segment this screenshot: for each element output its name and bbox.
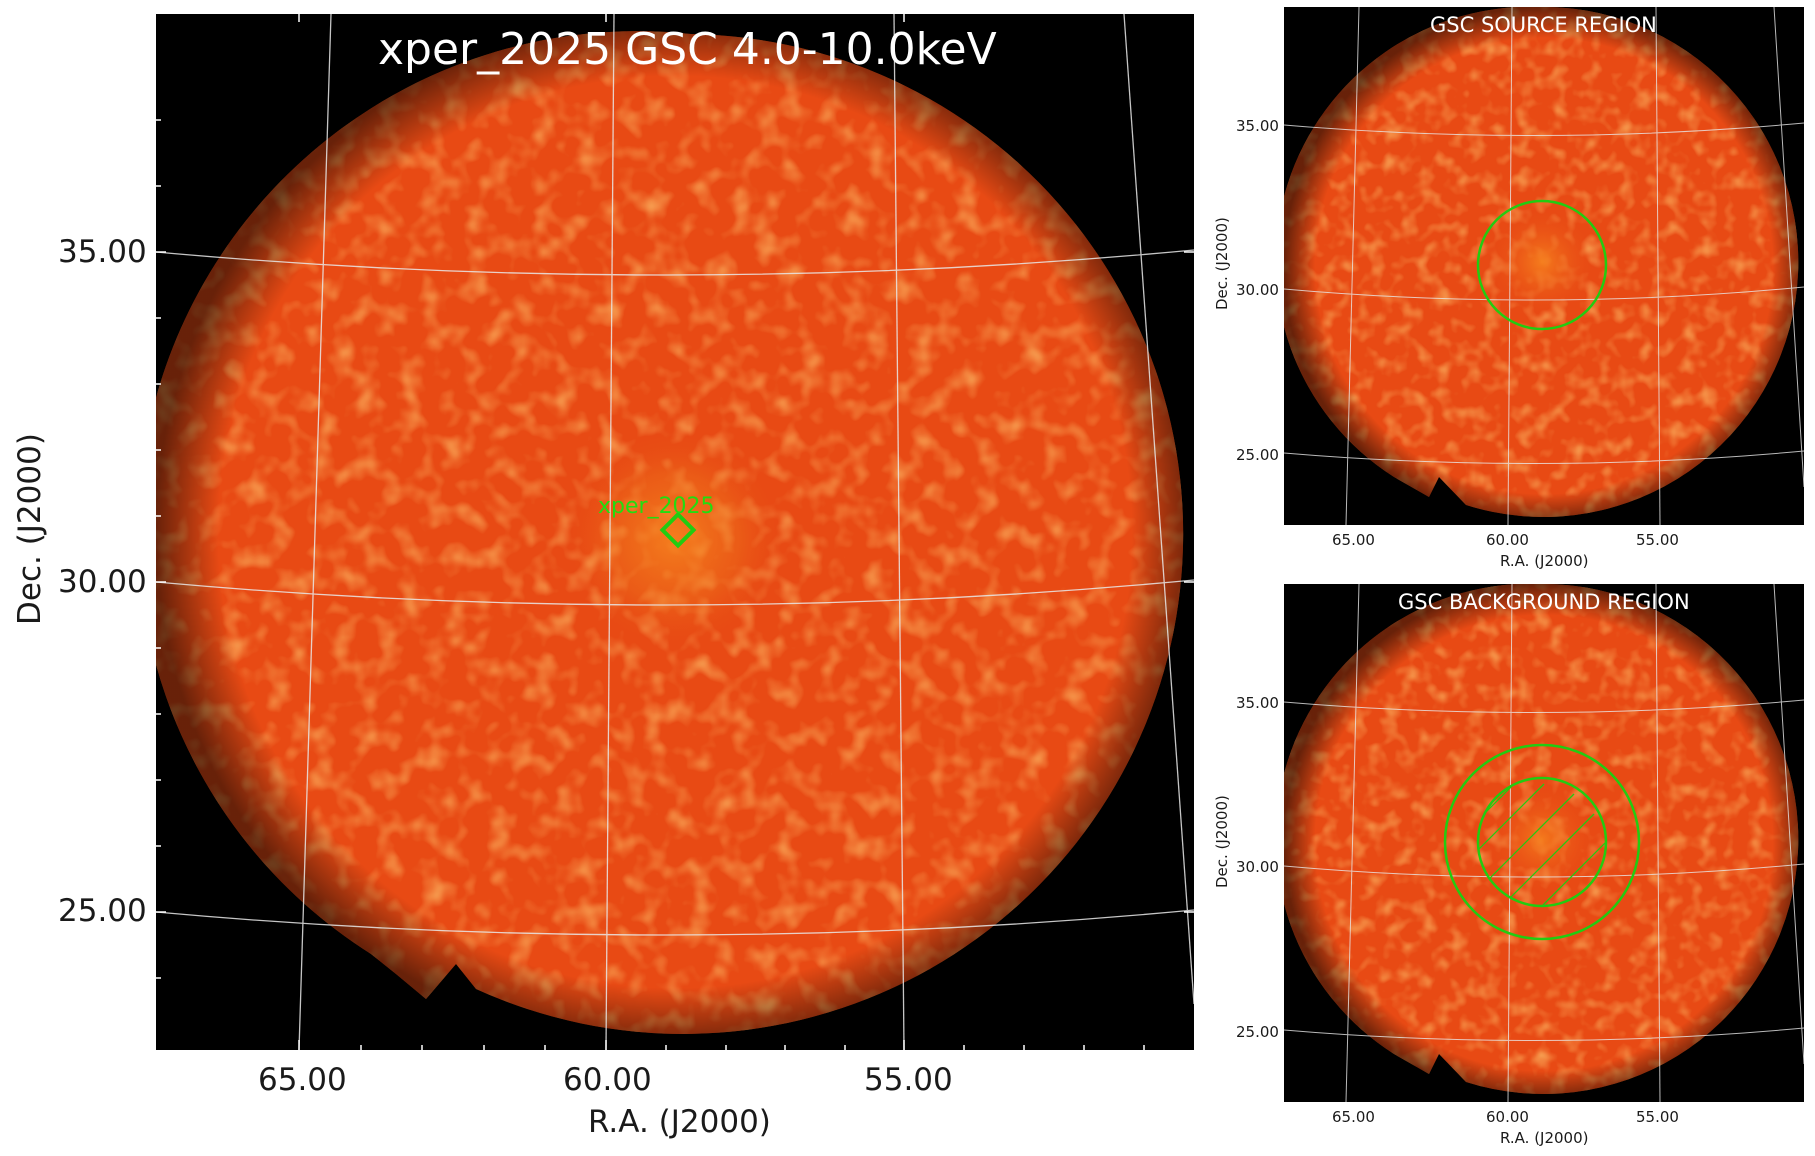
background-ytick-label: 35.00 [1236, 694, 1279, 712]
source-xtick-label: 65.00 [1332, 531, 1375, 549]
source-region-image[interactable]: GSC SOURCE REGION [1284, 7, 1804, 525]
source-xtick-label: 55.00 [1636, 531, 1679, 549]
source-region-map [1284, 7, 1804, 525]
source-marker-diamond[interactable] [659, 511, 697, 549]
background-ytick-label: 25.00 [1236, 1023, 1279, 1041]
main-x-axis-label: R.A. (J2000) [588, 1104, 771, 1140]
main-xtick-label: 55.00 [864, 1062, 953, 1098]
axis-ticks [156, 14, 1194, 1050]
main-ytick-label: 35.00 [58, 234, 147, 270]
source-ytick-label: 35.00 [1236, 117, 1279, 135]
source-y-axis-label: Dec. (J2000) [1213, 217, 1231, 310]
source-region-circle[interactable] [1476, 199, 1608, 331]
field-of-view [156, 31, 1184, 1034]
background-x-axis-label: R.A. (J2000) [1500, 1129, 1589, 1147]
background-region-image[interactable]: GSC BACKGROUND REGION [1284, 584, 1804, 1102]
background-xtick-label: 60.00 [1486, 1108, 1529, 1126]
background-xtick-label: 65.00 [1332, 1108, 1375, 1126]
source-x-axis-label: R.A. (J2000) [1500, 552, 1589, 570]
source-xtick-label: 60.00 [1486, 531, 1529, 549]
main-sky-image[interactable]: xper_2025 GSC 4.0-10.0keV xper_2025 [156, 14, 1194, 1050]
background-y-axis-label: Dec. (J2000) [1213, 795, 1231, 888]
background-region-map [1284, 584, 1804, 1102]
background-xtick-label: 55.00 [1636, 1108, 1679, 1126]
coordinate-grid [156, 14, 1194, 1050]
background-ytick-label: 30.00 [1236, 858, 1279, 876]
main-xtick-label: 65.00 [258, 1062, 347, 1098]
main-title: xper_2025 GSC 4.0-10.0keV [378, 24, 997, 75]
background-panel-title: GSC BACKGROUND REGION [1398, 590, 1690, 614]
source-ytick-label: 25.00 [1236, 446, 1279, 464]
main-y-axis-label: Dec. (J2000) [12, 433, 48, 625]
background-outer-circle[interactable] [1443, 743, 1641, 941]
source-panel-title: GSC SOURCE REGION [1430, 13, 1657, 37]
main-ytick-label: 30.00 [58, 564, 147, 600]
source-name-label: xper_2025 [598, 494, 715, 519]
source-ytick-label: 30.00 [1236, 281, 1279, 299]
background-inner-circle[interactable] [1476, 776, 1608, 908]
main-ytick-label: 25.00 [58, 893, 147, 929]
main-sky-map [156, 14, 1194, 1050]
main-xtick-label: 60.00 [563, 1062, 652, 1098]
